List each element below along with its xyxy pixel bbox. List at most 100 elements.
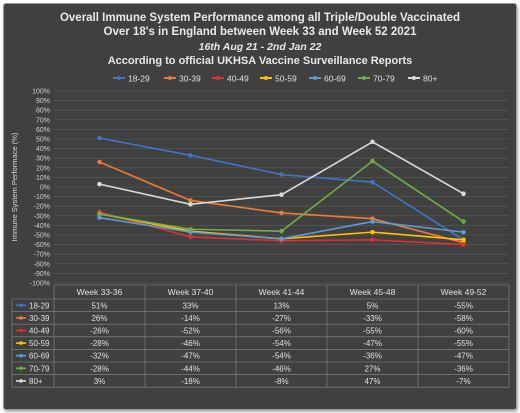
data-point-80 — [97, 181, 102, 187]
data-point-18-29 — [188, 153, 193, 158]
x-tick-label: Week 41-44 — [259, 287, 305, 297]
table-cell: -32% — [90, 352, 109, 361]
table-legend-marker-60-69 — [19, 353, 23, 358]
data-point-30-39 — [279, 210, 284, 216]
y-tick-label: -90% — [34, 271, 50, 278]
table-cell: -46% — [272, 364, 291, 373]
data-point-80 — [370, 139, 375, 145]
y-tick-label: -70% — [34, 252, 50, 259]
table-legend-marker-70-79 — [19, 366, 23, 371]
legend-marker-80 — [412, 76, 416, 80]
data-point-70-79 — [188, 226, 193, 232]
data-point-80 — [279, 192, 284, 197]
y-tick-label: -30% — [34, 213, 50, 220]
data-point-30-39 — [97, 159, 102, 165]
table-legend-marker-50-59 — [19, 341, 23, 345]
legend-label-50-59: 50-59 — [275, 74, 297, 84]
table-cell: -52% — [181, 327, 200, 336]
data-point-40-49 — [461, 242, 466, 247]
table-cell: -58% — [454, 314, 473, 323]
table-legend-marker-40-49 — [19, 328, 23, 333]
data-point-60-69 — [97, 215, 102, 221]
y-tick-label: 60% — [36, 127, 50, 134]
table-legend-marker-80 — [19, 379, 23, 383]
legend-marker-30-39 — [168, 76, 172, 80]
table-row-label-50-59: 50-59 — [29, 339, 50, 348]
y-tick-label: -60% — [34, 242, 50, 249]
data-point-80 — [461, 191, 466, 197]
table-cell: -27% — [272, 314, 291, 323]
data-point-18-29 — [370, 179, 375, 185]
chart-subtitle: Over 18's in England between Week 33 and… — [103, 26, 417, 38]
legend-label-70-79: 70-79 — [373, 74, 395, 84]
y-tick-label: -80% — [34, 261, 50, 268]
data-point-18-29 — [97, 135, 102, 141]
data-point-50-59 — [370, 229, 375, 235]
table-cell: -47% — [454, 352, 473, 361]
table-row-label-60-69: 60-69 — [29, 352, 50, 361]
y-tick-label: 70% — [36, 117, 50, 124]
x-tick-label: Week 33-36 — [77, 287, 123, 297]
table-cell: 51% — [91, 301, 107, 310]
table-cell: 27% — [364, 364, 380, 373]
table-cell: 13% — [273, 301, 289, 310]
table-cell: -18% — [181, 377, 200, 386]
y-tick-label: 30% — [36, 156, 50, 163]
y-tick-label: -10% — [34, 194, 50, 201]
table-cell: 26% — [91, 314, 107, 323]
chart-panel: Overall Immune System Performance among … — [3, 3, 517, 410]
data-point-70-79 — [370, 158, 375, 164]
legend-label-80: 80+ — [423, 74, 437, 84]
table-cell: 5% — [367, 301, 379, 310]
data-point-70-79 — [97, 211, 102, 217]
table-legend-marker-30-39 — [19, 316, 23, 320]
chart-date-range: 16th Aug 21 - 2nd Jan 22 — [198, 41, 322, 53]
table-cell: -56% — [272, 327, 291, 336]
table-cell: -55% — [454, 339, 473, 348]
data-point-60-69 — [461, 229, 466, 235]
table-cell: -14% — [181, 314, 200, 323]
y-tick-label: 50% — [36, 137, 50, 144]
y-tick-label: -40% — [34, 223, 50, 230]
table-row-label-80: 80+ — [29, 377, 43, 386]
table-cell: 47% — [364, 377, 380, 386]
y-tick-label: 100% — [32, 89, 50, 96]
legend-marker-70-79 — [362, 76, 366, 80]
table-cell: -26% — [90, 327, 109, 336]
legend-label-30-39: 30-39 — [179, 74, 201, 84]
table-cell: 33% — [182, 301, 198, 310]
table-cell: -60% — [454, 327, 473, 336]
y-tick-label: 0% — [40, 185, 50, 192]
y-tick-label: 40% — [36, 146, 50, 153]
table-cell: -36% — [363, 352, 382, 361]
table-cell: -8% — [274, 377, 288, 386]
line-chart-with-data-table: 18-29 30-39 40-49 50-59 60-69 70-79 80+ 100% 90%… — [10, 74, 510, 388]
y-tick-label: -50% — [34, 233, 50, 240]
table-legend-marker-18-29 — [19, 303, 23, 308]
legend-marker-40-49 — [216, 76, 220, 80]
x-tick-label: Week 49-52 — [441, 287, 487, 297]
table-cell: -47% — [363, 339, 382, 348]
table-cell: -47% — [181, 352, 200, 361]
table-cell: -54% — [272, 339, 291, 348]
legend-marker-18-29 — [117, 76, 121, 80]
chart-title: Overall Immune System Performance among … — [59, 12, 461, 24]
legend-marker-50-59 — [264, 76, 268, 80]
y-tick-label: 90% — [36, 98, 50, 105]
data-point-18-29 — [279, 172, 284, 177]
table-cell: -33% — [363, 314, 382, 323]
table-row-label-70-79: 70-79 — [29, 364, 50, 373]
y-axis-title: Immune System Performace (%) — [10, 132, 19, 241]
table-cell: -36% — [454, 364, 473, 373]
x-tick-label: Week 45-48 — [350, 287, 396, 297]
chart-source: According to official UKHSA Vaccine Surv… — [107, 55, 413, 67]
table-cell: -55% — [454, 301, 473, 310]
x-tick-label: Week 37-40 — [168, 287, 214, 297]
table-cell: -7% — [456, 377, 470, 386]
data-point-40-49 — [370, 237, 375, 243]
table-cell: -55% — [363, 327, 382, 336]
data-point-70-79 — [461, 219, 466, 224]
table-cell: -44% — [181, 364, 200, 373]
y-tick-label: 80% — [36, 108, 50, 115]
data-point-30-39 — [188, 198, 193, 203]
